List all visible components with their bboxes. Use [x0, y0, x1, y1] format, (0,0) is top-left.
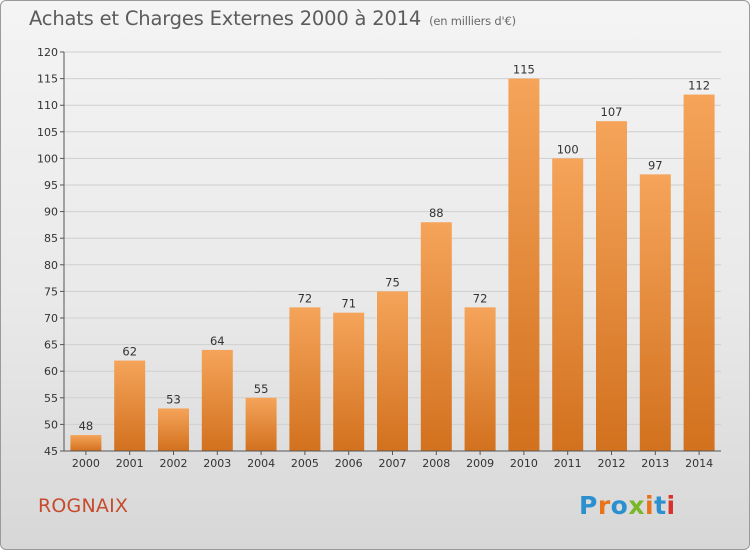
commune-name: ROGNAIX [38, 495, 129, 517]
data-label: 53 [166, 392, 181, 406]
x-tick-label: 2010 [510, 457, 538, 470]
y-tick-label: 110 [37, 99, 58, 112]
y-tick-label: 85 [44, 232, 58, 245]
y-tick-label: 60 [44, 365, 58, 378]
logo-letter: i [666, 491, 676, 520]
y-tick-label: 50 [44, 418, 58, 431]
y-tick-label: 115 [37, 73, 58, 86]
bar[interactable] [114, 360, 146, 451]
x-tick-label: 2003 [203, 457, 231, 470]
bar[interactable] [420, 222, 452, 451]
logo-letter: t [654, 491, 667, 520]
x-tick-label: 2006 [335, 457, 363, 470]
bar[interactable] [683, 94, 715, 451]
y-tick-label: 95 [44, 179, 58, 192]
bar[interactable] [377, 291, 408, 451]
x-tick-label: 2009 [466, 457, 494, 470]
logo-letter: x [628, 491, 645, 520]
proxiti-logo[interactable]: Proxiti [579, 491, 676, 520]
data-label: 72 [473, 291, 488, 305]
data-label: 115 [513, 63, 535, 77]
bar[interactable] [289, 307, 321, 451]
y-tick-label: 120 [37, 46, 58, 59]
y-tick-label: 90 [44, 206, 58, 219]
data-label: 88 [429, 206, 444, 220]
y-tick-label: 70 [44, 312, 58, 325]
data-label: 62 [122, 345, 137, 359]
data-label: 100 [557, 142, 579, 156]
x-tick-label: 2005 [291, 457, 319, 470]
y-tick-label: 80 [44, 259, 58, 272]
y-tick-label: 100 [37, 152, 58, 165]
chart-title: Achats et Charges Externes 2000 à 2014 (e… [29, 7, 516, 30]
data-label: 75 [385, 275, 400, 289]
bar[interactable] [201, 349, 233, 451]
y-tick-label: 75 [44, 285, 58, 298]
axes: 45 50 55 60 65 70 75 80 85 90 95 100 105 110 115 120 200… [37, 46, 721, 470]
x-tick-label: 2000 [72, 457, 100, 470]
y-tick-label: 45 [44, 445, 58, 458]
data-label: 107 [601, 105, 623, 119]
data-label: 71 [341, 297, 356, 311]
chart-title-text: Achats et Charges Externes 2000 à 2014 [29, 7, 422, 30]
bar[interactable] [70, 435, 102, 451]
data-labels: 48 62 53 64 55 72 71 75 88 72 115 100 107 97 112 [79, 63, 710, 433]
x-tick-label: 2007 [379, 457, 407, 470]
bar[interactable] [333, 312, 365, 451]
bar[interactable] [639, 174, 671, 452]
bar[interactable] [245, 397, 277, 451]
chart-subtitle: (en milliers d'€) [429, 14, 516, 28]
logo-letter: P [579, 491, 598, 520]
y-tick-label: 55 [44, 392, 58, 405]
x-tick-label: 2013 [641, 457, 669, 470]
bar[interactable] [508, 78, 540, 451]
bar[interactable] [158, 408, 189, 451]
data-label: 112 [688, 79, 710, 93]
bar[interactable] [464, 307, 496, 451]
data-label: 55 [254, 382, 269, 396]
x-tick-label: 2012 [598, 457, 626, 470]
data-label: 97 [648, 158, 663, 172]
x-tick-label: 2008 [422, 457, 450, 470]
data-label: 72 [298, 291, 313, 305]
data-label: 64 [210, 334, 225, 348]
x-tick-label: 2011 [554, 457, 582, 470]
logo-letter: o [610, 491, 629, 520]
bar[interactable] [596, 121, 627, 451]
bars [70, 78, 715, 452]
data-label: 48 [79, 419, 94, 433]
y-tick-label: 65 [44, 339, 58, 352]
y-tick-label: 105 [37, 126, 58, 139]
x-tick-label: 2014 [685, 457, 713, 470]
bar[interactable] [552, 158, 584, 451]
logo-letter: i [645, 491, 655, 520]
x-tick-label: 2002 [160, 457, 188, 470]
x-tick-label: 2001 [116, 457, 144, 470]
logo-letter: r [597, 491, 611, 520]
x-tick-label: 2004 [247, 457, 275, 470]
